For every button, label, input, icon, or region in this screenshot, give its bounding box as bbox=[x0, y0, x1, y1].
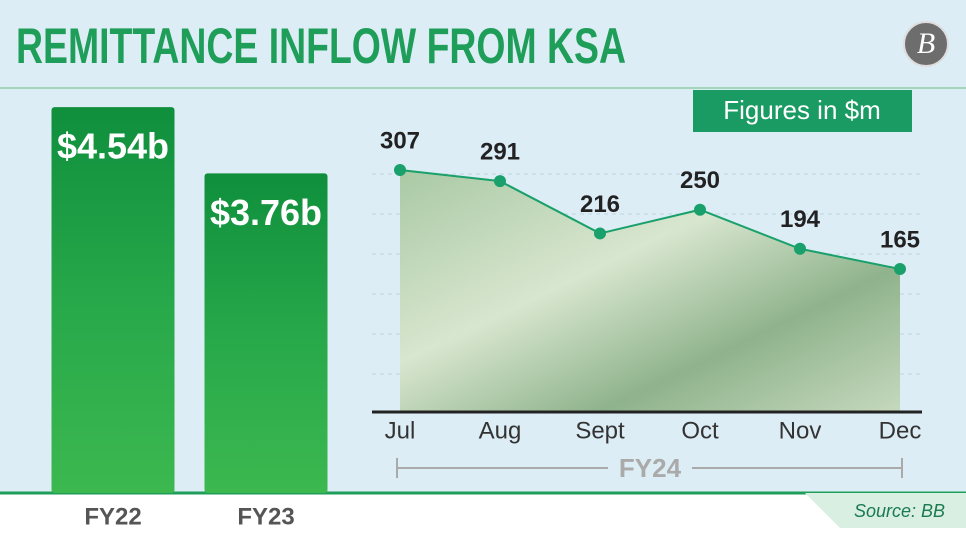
source: Source: BB bbox=[854, 501, 945, 521]
point bbox=[494, 175, 506, 188]
x-tick-label: Aug bbox=[479, 417, 522, 444]
x-tick-label: Sept bbox=[575, 417, 625, 444]
source-box bbox=[805, 493, 966, 528]
x-tick-label: Dec bbox=[879, 417, 922, 444]
x-tick-label: Nov bbox=[779, 417, 822, 444]
point bbox=[694, 203, 706, 216]
bar bbox=[51, 107, 175, 493]
title: REMITTANCE INFLOW FROM KSA bbox=[16, 18, 626, 74]
point bbox=[594, 227, 606, 240]
units-box bbox=[693, 90, 912, 132]
value-label: $4.54b bbox=[57, 126, 169, 167]
units-note: Figures in $m bbox=[723, 95, 881, 125]
point bbox=[894, 263, 906, 276]
value-label: 250 bbox=[680, 167, 720, 194]
x-tick-label: FY23 bbox=[237, 503, 294, 530]
x-tick-label: Jul bbox=[385, 417, 416, 444]
x-axis-label: FY24 bbox=[619, 453, 682, 483]
value-label: 291 bbox=[480, 138, 520, 165]
fy-gap bbox=[608, 456, 692, 482]
area bbox=[400, 169, 900, 412]
value-label: 307 bbox=[380, 127, 420, 154]
point bbox=[794, 242, 806, 255]
bar bbox=[204, 173, 328, 493]
value-label: $3.76b bbox=[210, 192, 322, 233]
x-tick-label: FY22 bbox=[84, 503, 141, 530]
x-tick-label: Oct bbox=[681, 417, 719, 444]
point bbox=[394, 163, 406, 176]
logo-text: B bbox=[917, 27, 935, 60]
line bbox=[399, 168, 901, 270]
logo bbox=[903, 21, 949, 67]
value-label: 216 bbox=[580, 191, 620, 218]
value-label: 194 bbox=[780, 206, 821, 233]
value-label: 165 bbox=[880, 226, 920, 253]
